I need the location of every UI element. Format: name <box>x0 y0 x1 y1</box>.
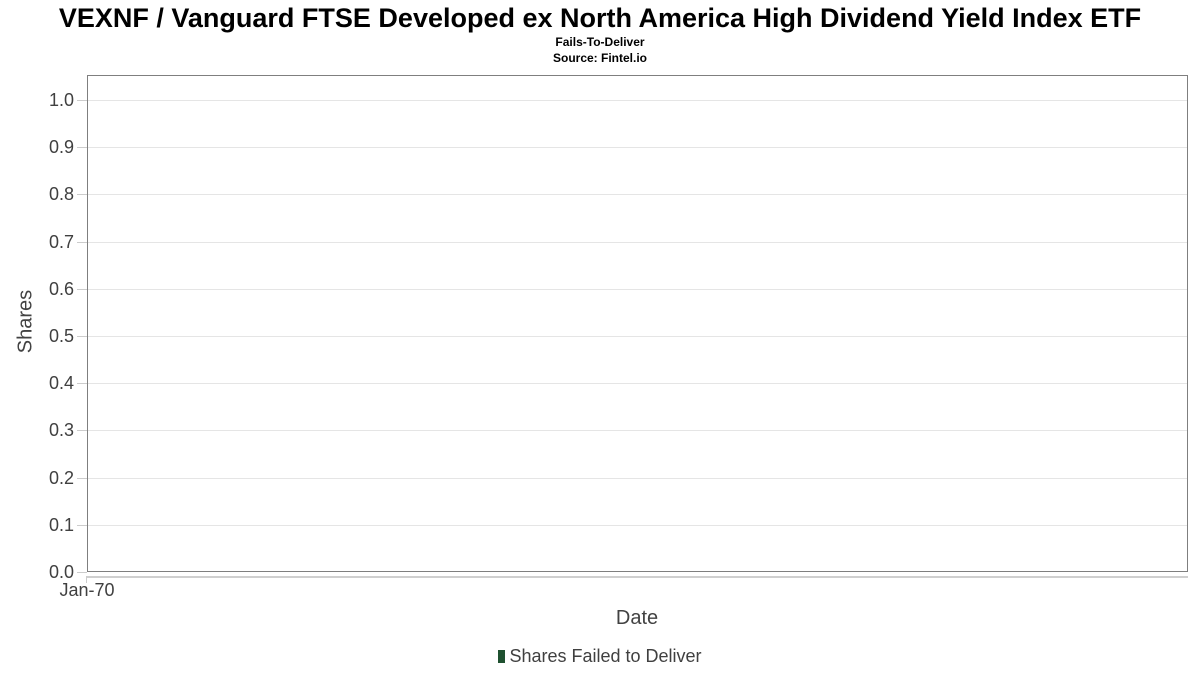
gridline-0.3 <box>88 430 1187 432</box>
gridline-0.5 <box>88 336 1187 337</box>
chart-subtitle: Fails-To-Deliver <box>555 35 645 49</box>
y-tick-mark-0.9 <box>77 147 87 149</box>
legend: Shares Failed to Deliver <box>0 646 1200 667</box>
y-tick-label-0.9: 0.9 <box>48 137 74 158</box>
gridline-1.0 <box>88 100 1187 101</box>
gridline-0.9 <box>88 147 1187 149</box>
y-tick-label-0.8: 0.8 <box>48 184 74 205</box>
x-axis-line <box>87 576 1188 578</box>
y-tick-mark-0.2 <box>77 477 87 479</box>
y-tick-label-0.1: 0.1 <box>48 514 74 535</box>
gridline-0.1 <box>88 524 1187 526</box>
y-tick-label-0.5: 0.5 <box>48 326 74 346</box>
y-tick-mark-0.3 <box>77 430 87 432</box>
y-tick-mark-1.0 <box>77 100 87 101</box>
legend-item-shares-failed-to-deliver[interactable]: Shares Failed to Deliver <box>498 646 702 667</box>
y-tick-label-0.6: 0.6 <box>48 278 74 299</box>
y-tick-mark-0.8 <box>77 194 87 196</box>
y-tick-label-0.7: 0.7 <box>48 231 74 252</box>
x-axis-title: Date <box>615 607 659 629</box>
x-tick-label: Jan-70 <box>59 580 115 600</box>
y-tick-mark-0.6 <box>77 288 87 290</box>
gridline-0.7 <box>88 241 1187 243</box>
y-tick-label-0.2: 0.2 <box>48 467 74 488</box>
y-tick-mark-0.7 <box>77 241 87 243</box>
legend-marker-icon <box>498 650 506 663</box>
y-tick-label-1.0: 1.0 <box>48 90 74 110</box>
y-tick-mark-0.5 <box>77 336 87 337</box>
legend-label: Shares Failed to Deliver <box>509 646 702 666</box>
chart-title: VEXNF / Vanguard FTSE Developed ex North… <box>58 3 1142 33</box>
x-tick-mark <box>86 576 87 583</box>
plot-area <box>87 75 1188 572</box>
y-tick-mark-0.1 <box>77 524 87 526</box>
y-tick-label-0.0: 0.0 <box>48 562 74 582</box>
chart-source-label: Source: Fintel.io <box>552 51 647 65</box>
gridline-0.2 <box>88 477 1187 479</box>
gridline-0.4 <box>88 383 1187 385</box>
y-tick-label-0.4: 0.4 <box>48 373 74 394</box>
gridline-0.8 <box>88 194 1187 196</box>
gridline-0.6 <box>88 288 1187 290</box>
y-tick-label-0.3: 0.3 <box>48 420 74 441</box>
y-tick-mark-0.0 <box>77 572 87 573</box>
y-tick-mark-0.4 <box>77 383 87 385</box>
